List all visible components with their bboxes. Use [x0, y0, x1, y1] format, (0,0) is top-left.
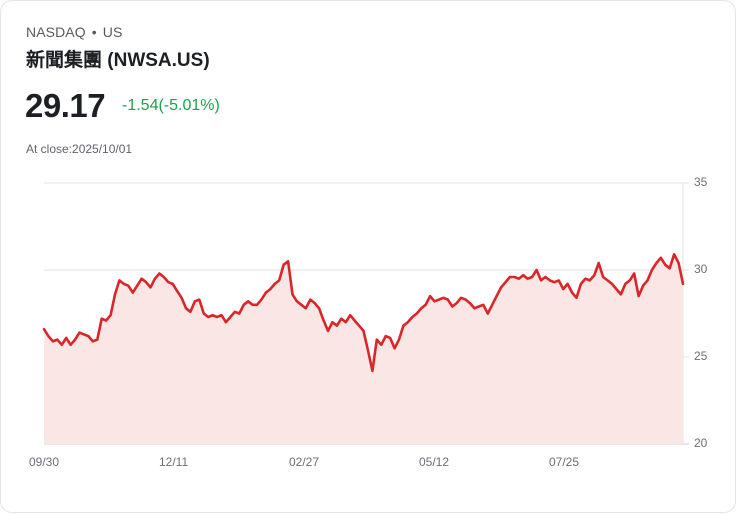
y-tick-label: 25 — [694, 349, 708, 363]
x-tick-label: 07/25 — [549, 455, 580, 469]
x-tick-label: 02/27 — [289, 455, 320, 469]
price-change: -1.54(-5.01%) — [122, 97, 220, 114]
close-timestamp: At close:2025/10/01 — [26, 142, 133, 156]
y-tick-label: 20 — [694, 436, 708, 450]
exchange-line: NASDAQ • US — [26, 24, 122, 40]
y-tick-label: 35 — [694, 175, 708, 189]
stock-title: 新聞集團 (NWSA.US) — [26, 50, 210, 71]
y-tick-label: 30 — [694, 262, 708, 276]
separator-dot: • — [91, 24, 97, 40]
current-price: 29.17 — [25, 87, 106, 124]
x-tick-label: 09/30 — [29, 455, 60, 469]
x-tick-label: 05/12 — [419, 455, 450, 469]
x-tick-label: 12/11 — [159, 455, 189, 469]
price-area-fill — [44, 254, 683, 444]
exchange-name: NASDAQ — [26, 24, 86, 40]
price-line — [42, 253, 685, 373]
region-label: US — [102, 24, 123, 40]
